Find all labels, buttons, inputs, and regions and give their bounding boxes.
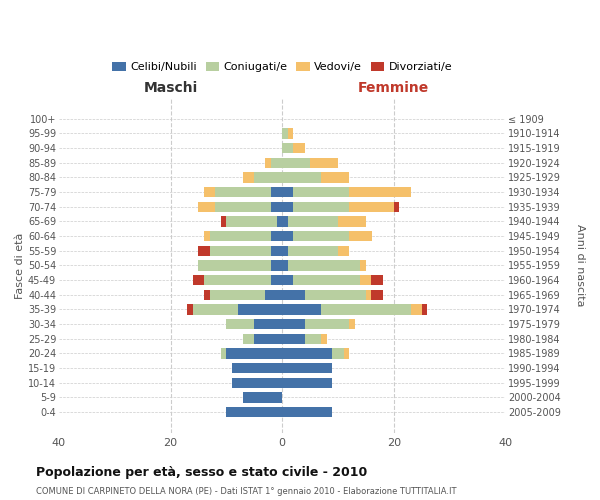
Bar	[193, 275, 204, 285]
Bar	[282, 334, 305, 344]
Bar	[394, 202, 400, 212]
Bar	[321, 304, 410, 315]
Bar	[271, 275, 282, 285]
Bar	[199, 202, 215, 212]
Legend: Celibi/Nubili, Coniugati/e, Vedovi/e, Divorziati/e: Celibi/Nubili, Coniugati/e, Vedovi/e, Di…	[108, 57, 457, 76]
Bar	[271, 158, 282, 168]
Bar	[254, 172, 282, 183]
Bar	[204, 275, 271, 285]
Bar	[226, 216, 277, 227]
Bar	[204, 187, 215, 198]
Text: COMUNE DI CARPINETO DELLA NORA (PE) - Dati ISTAT 1° gennaio 2010 - Elaborazione : COMUNE DI CARPINETO DELLA NORA (PE) - Da…	[36, 486, 457, 496]
Bar	[265, 158, 271, 168]
Bar	[344, 348, 349, 359]
Bar	[282, 172, 321, 183]
Bar	[349, 319, 355, 330]
Bar	[221, 216, 226, 227]
Bar	[232, 378, 282, 388]
Bar	[293, 187, 349, 198]
Bar	[238, 304, 282, 315]
Bar	[305, 319, 349, 330]
Bar	[204, 290, 209, 300]
Bar	[321, 172, 349, 183]
Bar	[410, 304, 422, 315]
Bar	[282, 216, 288, 227]
Bar	[293, 202, 349, 212]
Bar	[282, 304, 321, 315]
Bar	[226, 407, 282, 418]
Bar	[199, 246, 209, 256]
Bar	[254, 334, 282, 344]
Bar	[282, 202, 293, 212]
Bar	[199, 260, 271, 271]
Bar	[282, 290, 305, 300]
Bar	[282, 128, 288, 139]
Bar	[282, 348, 332, 359]
Bar	[371, 275, 383, 285]
Bar	[271, 202, 282, 212]
Text: Popolazione per età, sesso e stato civile - 2010: Popolazione per età, sesso e stato civil…	[36, 466, 367, 479]
Bar	[282, 319, 305, 330]
Bar	[215, 187, 271, 198]
Bar	[271, 187, 282, 198]
Bar	[338, 246, 349, 256]
Bar	[193, 304, 238, 315]
Bar	[254, 319, 282, 330]
Bar	[282, 143, 293, 154]
Bar	[349, 202, 394, 212]
Bar	[349, 187, 410, 198]
Bar	[361, 260, 366, 271]
Bar	[226, 348, 282, 359]
Bar	[204, 231, 209, 241]
Bar	[305, 334, 321, 344]
Bar	[332, 348, 344, 359]
Bar	[271, 246, 282, 256]
Bar	[282, 187, 293, 198]
Bar	[288, 216, 338, 227]
Bar	[209, 246, 271, 256]
Bar	[422, 304, 427, 315]
Bar	[226, 319, 254, 330]
Bar	[366, 290, 371, 300]
Bar	[282, 407, 332, 418]
Bar	[293, 231, 349, 241]
Bar	[271, 260, 282, 271]
Text: Maschi: Maschi	[143, 82, 197, 96]
Bar	[288, 128, 293, 139]
Bar	[232, 363, 282, 374]
Bar	[288, 260, 361, 271]
Bar	[282, 363, 332, 374]
Bar	[243, 172, 254, 183]
Bar	[310, 158, 338, 168]
Bar	[243, 334, 254, 344]
Bar	[282, 231, 293, 241]
Bar	[187, 304, 193, 315]
Bar	[371, 290, 383, 300]
Bar	[293, 143, 305, 154]
Bar	[209, 231, 271, 241]
Bar	[282, 158, 310, 168]
Bar	[209, 290, 265, 300]
Bar	[265, 290, 282, 300]
Bar	[293, 275, 361, 285]
Y-axis label: Anni di nascita: Anni di nascita	[575, 224, 585, 306]
Bar	[338, 216, 366, 227]
Bar	[221, 348, 226, 359]
Bar	[321, 334, 327, 344]
Text: Femmine: Femmine	[358, 82, 430, 96]
Bar	[282, 260, 288, 271]
Bar	[282, 275, 293, 285]
Bar	[215, 202, 271, 212]
Y-axis label: Fasce di età: Fasce di età	[15, 232, 25, 298]
Bar	[282, 246, 288, 256]
Bar	[349, 231, 371, 241]
Bar	[277, 216, 282, 227]
Bar	[243, 392, 282, 403]
Bar	[288, 246, 338, 256]
Bar	[361, 275, 371, 285]
Bar	[305, 290, 366, 300]
Bar	[282, 378, 332, 388]
Bar	[271, 231, 282, 241]
